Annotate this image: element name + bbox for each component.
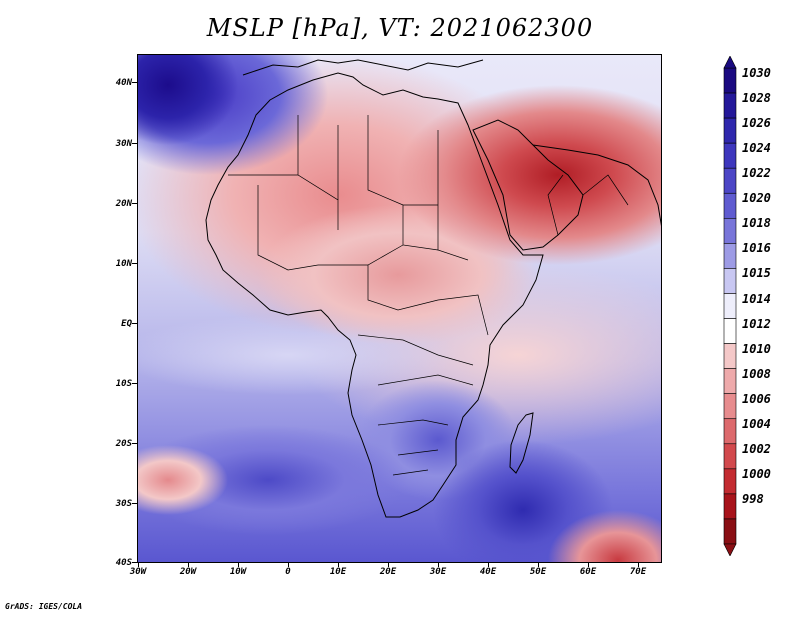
x-tickmark [538, 563, 539, 567]
x-tickmark [488, 563, 489, 567]
y-tickmark [132, 443, 137, 444]
country-borders [228, 115, 629, 476]
y-tickmark [132, 323, 137, 324]
colorbar-min-arrow [723, 543, 737, 556]
x-tick-label: 0 [285, 567, 291, 577]
colorbar-label: 1016 [742, 241, 771, 256]
colorbar-label: 1012 [742, 316, 771, 331]
colorbar-swatch [723, 468, 737, 495]
colorbar-swatch [723, 243, 737, 269]
y-tick-label: 40N [115, 78, 132, 88]
x-tick-label: 20W [179, 567, 197, 577]
colorbar-swatch [723, 493, 737, 520]
x-tickmark [438, 563, 439, 567]
x-tickmark [638, 563, 639, 567]
europe-coastline [242, 59, 484, 76]
colorbar-swatch [723, 67, 737, 94]
pressure-field [138, 55, 661, 562]
x-tick-label: 60E [579, 567, 597, 577]
colorbar-label: 1024 [742, 141, 771, 156]
y-tick-label: 30N [115, 139, 132, 149]
x-tick-label: 30W [129, 567, 147, 577]
colorbar-swatch [723, 518, 737, 545]
x-tickmark [138, 563, 139, 567]
colorbar: 1030 1028 1026 1024 1022 1020 1018 1016 1015 1014… [718, 56, 788, 556]
x-tickmark [188, 563, 189, 567]
footer-credit: GrADS: IGES/COLA [5, 602, 83, 611]
colorbar-max-arrow [723, 56, 737, 69]
y-tick-label: 10S [115, 379, 132, 389]
colorbar-label: 1015 [742, 266, 771, 281]
colorbar-label: 1020 [742, 191, 771, 206]
colorbar-swatch [723, 218, 737, 244]
x-tick-label: 70E [629, 567, 647, 577]
asia-coastline [532, 144, 661, 227]
y-tickmark [132, 562, 137, 563]
map-plot-area [137, 54, 662, 563]
map-title: MSLP [hPa], VT: 2021062300 [206, 14, 594, 42]
colorbar-swatch [723, 192, 737, 219]
x-tick-label: 20E [379, 567, 397, 577]
colorbar-label: 1022 [742, 166, 771, 181]
x-tick-label: 30E [429, 567, 447, 577]
colorbar-label: 1028 [742, 91, 771, 106]
colorbar-swatch [723, 167, 737, 194]
x-tick-label: 10E [329, 567, 347, 577]
x-tickmark [288, 563, 289, 567]
y-tick-label: EQ [121, 319, 132, 329]
colorbar-swatch [723, 117, 737, 144]
x-tickmark [388, 563, 389, 567]
colorbar-label: 1030 [742, 66, 771, 81]
colorbar-swatch [723, 343, 737, 369]
colorbar-swatch [723, 318, 737, 344]
colorbar-swatch [723, 368, 737, 394]
y-tick-label: 40S [115, 558, 132, 568]
x-tick-label: 50E [529, 567, 547, 577]
x-tick-label: 10W [229, 567, 247, 577]
x-tick-label: 40E [479, 567, 497, 577]
africa-coastline [205, 72, 544, 518]
colorbar-swatches [723, 56, 737, 556]
colorbar-swatch [723, 268, 737, 294]
colorbar-swatch [723, 293, 737, 319]
colorbar-swatch [723, 393, 737, 420]
colorbar-label: 1010 [742, 341, 771, 356]
y-tickmark [132, 143, 137, 144]
colorbar-label: 1018 [742, 216, 771, 231]
madagascar-coastline [509, 412, 534, 474]
colorbar-label: 1014 [742, 291, 771, 306]
coastline-layer [205, 59, 661, 518]
colorbar-swatch [723, 92, 737, 119]
colorbar-label: 1004 [742, 416, 771, 431]
x-tickmark [338, 563, 339, 567]
y-tick-label: 20S [115, 439, 132, 449]
x-tickmark [238, 563, 239, 567]
colorbar-label: 1006 [742, 391, 771, 406]
colorbar-label: 1026 [742, 116, 771, 131]
y-tick-label: 30S [115, 499, 132, 509]
colorbar-swatch [723, 142, 737, 169]
y-tick-label: 20N [115, 199, 132, 209]
colorbar-label: 1000 [742, 466, 771, 481]
y-tickmark [132, 383, 137, 384]
arabia-coastline [472, 119, 584, 251]
colorbar-swatch [723, 418, 737, 445]
x-tickmark [588, 563, 589, 567]
colorbar-label: 1008 [742, 366, 771, 381]
y-tickmark [132, 263, 137, 264]
y-tickmark [132, 503, 137, 504]
y-tickmark [132, 82, 137, 83]
colorbar-label: 998 [742, 491, 764, 506]
y-tick-label: 10N [115, 259, 132, 269]
y-tickmark [132, 203, 137, 204]
colorbar-swatch [723, 443, 737, 470]
colorbar-label: 1002 [742, 441, 771, 456]
